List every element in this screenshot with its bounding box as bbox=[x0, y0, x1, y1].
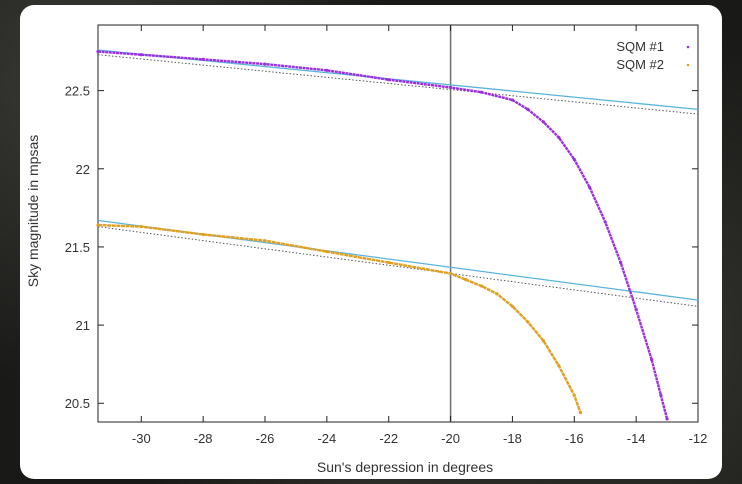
plot-area bbox=[97, 24, 699, 423]
data-point-sqm1-12 bbox=[557, 135, 561, 140]
chart-card: -30 -28 -26 -24 -22 -20 -18 -16 -14 -12 20.5 21 21.5… bbox=[20, 5, 722, 479]
data-point-sqm2-2 bbox=[139, 225, 143, 229]
y-tick-label: 20.5 bbox=[65, 396, 90, 411]
data-point-sqm1-9 bbox=[510, 98, 515, 102]
chart: -30 -28 -26 -24 -22 -20 -18 -16 -14 -12 20.5 21 21.5… bbox=[25, 24, 708, 475]
series-layer bbox=[96, 49, 669, 421]
data-point-sqm1-20 bbox=[665, 417, 669, 421]
data-point-sqm1-14 bbox=[588, 185, 592, 190]
data-point-sqm1-13 bbox=[572, 157, 576, 162]
data-point-sqm2-6 bbox=[387, 260, 391, 265]
y-tick-label: 22 bbox=[76, 162, 90, 177]
data-point-sqm1-10 bbox=[526, 107, 530, 112]
data-point-sqm1-16 bbox=[619, 260, 623, 265]
data-point-sqm1-7 bbox=[448, 85, 453, 90]
data-point-sqm2-7 bbox=[448, 271, 453, 276]
series-trace-sqm1 bbox=[97, 50, 669, 420]
y-tick-label: 21.5 bbox=[65, 240, 90, 255]
x-tick-label: -20 bbox=[441, 431, 460, 446]
data-point-sqm2-5 bbox=[325, 250, 329, 254]
fit-line-dotted-2 bbox=[97, 54, 699, 115]
data-point-sqm1-1 bbox=[96, 49, 100, 54]
data-point-sqm1-4 bbox=[263, 62, 267, 66]
data-point-sqm1-11 bbox=[541, 120, 545, 124]
data-point-sqm2-1 bbox=[96, 223, 100, 227]
data-point-sqm2-9 bbox=[479, 284, 484, 288]
data-point-sqm1-5 bbox=[325, 68, 329, 72]
legend-label-sqm1: SQM #1 bbox=[616, 39, 664, 54]
data-point-sqm2-4 bbox=[263, 239, 267, 243]
data-point-sqm1-8 bbox=[479, 90, 484, 94]
fit-line-dotted-4 bbox=[97, 226, 699, 307]
legend-label-sqm2: SQM #2 bbox=[616, 57, 664, 72]
data-point-sqm1-17 bbox=[634, 307, 638, 312]
data-point-sqm1-3 bbox=[201, 57, 205, 61]
x-tick-label: -14 bbox=[627, 431, 646, 446]
data-point-sqm2-8 bbox=[464, 278, 468, 282]
data-point-sqm2-10 bbox=[495, 292, 499, 296]
x-tick-label: -22 bbox=[379, 431, 398, 446]
data-point-sqm1-15 bbox=[603, 220, 607, 224]
x-axis-label: Sun's depression in degrees bbox=[317, 459, 493, 475]
x-tick-label: -28 bbox=[194, 431, 213, 446]
x-tick-label: -26 bbox=[256, 431, 275, 446]
data-point-sqm2-14 bbox=[557, 364, 561, 368]
data-point-sqm2-3 bbox=[201, 232, 205, 237]
data-point-sqm1-2 bbox=[139, 53, 143, 57]
x-tick-label: -16 bbox=[565, 431, 584, 446]
data-point-sqm1-6 bbox=[387, 78, 391, 82]
x-tick-label: -30 bbox=[132, 431, 151, 446]
legend-swatch-sqm1 bbox=[686, 45, 690, 49]
data-point-sqm1-18 bbox=[650, 357, 654, 362]
data-point-sqm2-11 bbox=[510, 304, 515, 308]
x-tick-label: -18 bbox=[503, 431, 522, 446]
x-tick-label: -24 bbox=[317, 431, 336, 446]
data-point-sqm2-15 bbox=[572, 393, 576, 398]
y-axis-label: Sky magnitude in mpsas bbox=[25, 135, 41, 288]
series-trace-sqm2 bbox=[97, 223, 582, 414]
x-tick-label: -12 bbox=[689, 431, 708, 446]
data-point-sqm2-13 bbox=[541, 339, 545, 343]
legend: SQM #1 SQM #2 bbox=[616, 39, 690, 72]
data-point-sqm2-12 bbox=[526, 320, 530, 324]
data-point-sqm1-19 bbox=[659, 393, 663, 398]
data-point-sqm2-16 bbox=[578, 411, 583, 415]
legend-swatch-sqm2 bbox=[686, 63, 690, 67]
axes: -30 -28 -26 -24 -22 -20 -18 -16 -14 -12 20.5 21 21.5… bbox=[65, 25, 708, 446]
y-tick-label: 22.5 bbox=[65, 84, 90, 99]
y-tick-label: 21 bbox=[76, 318, 90, 333]
